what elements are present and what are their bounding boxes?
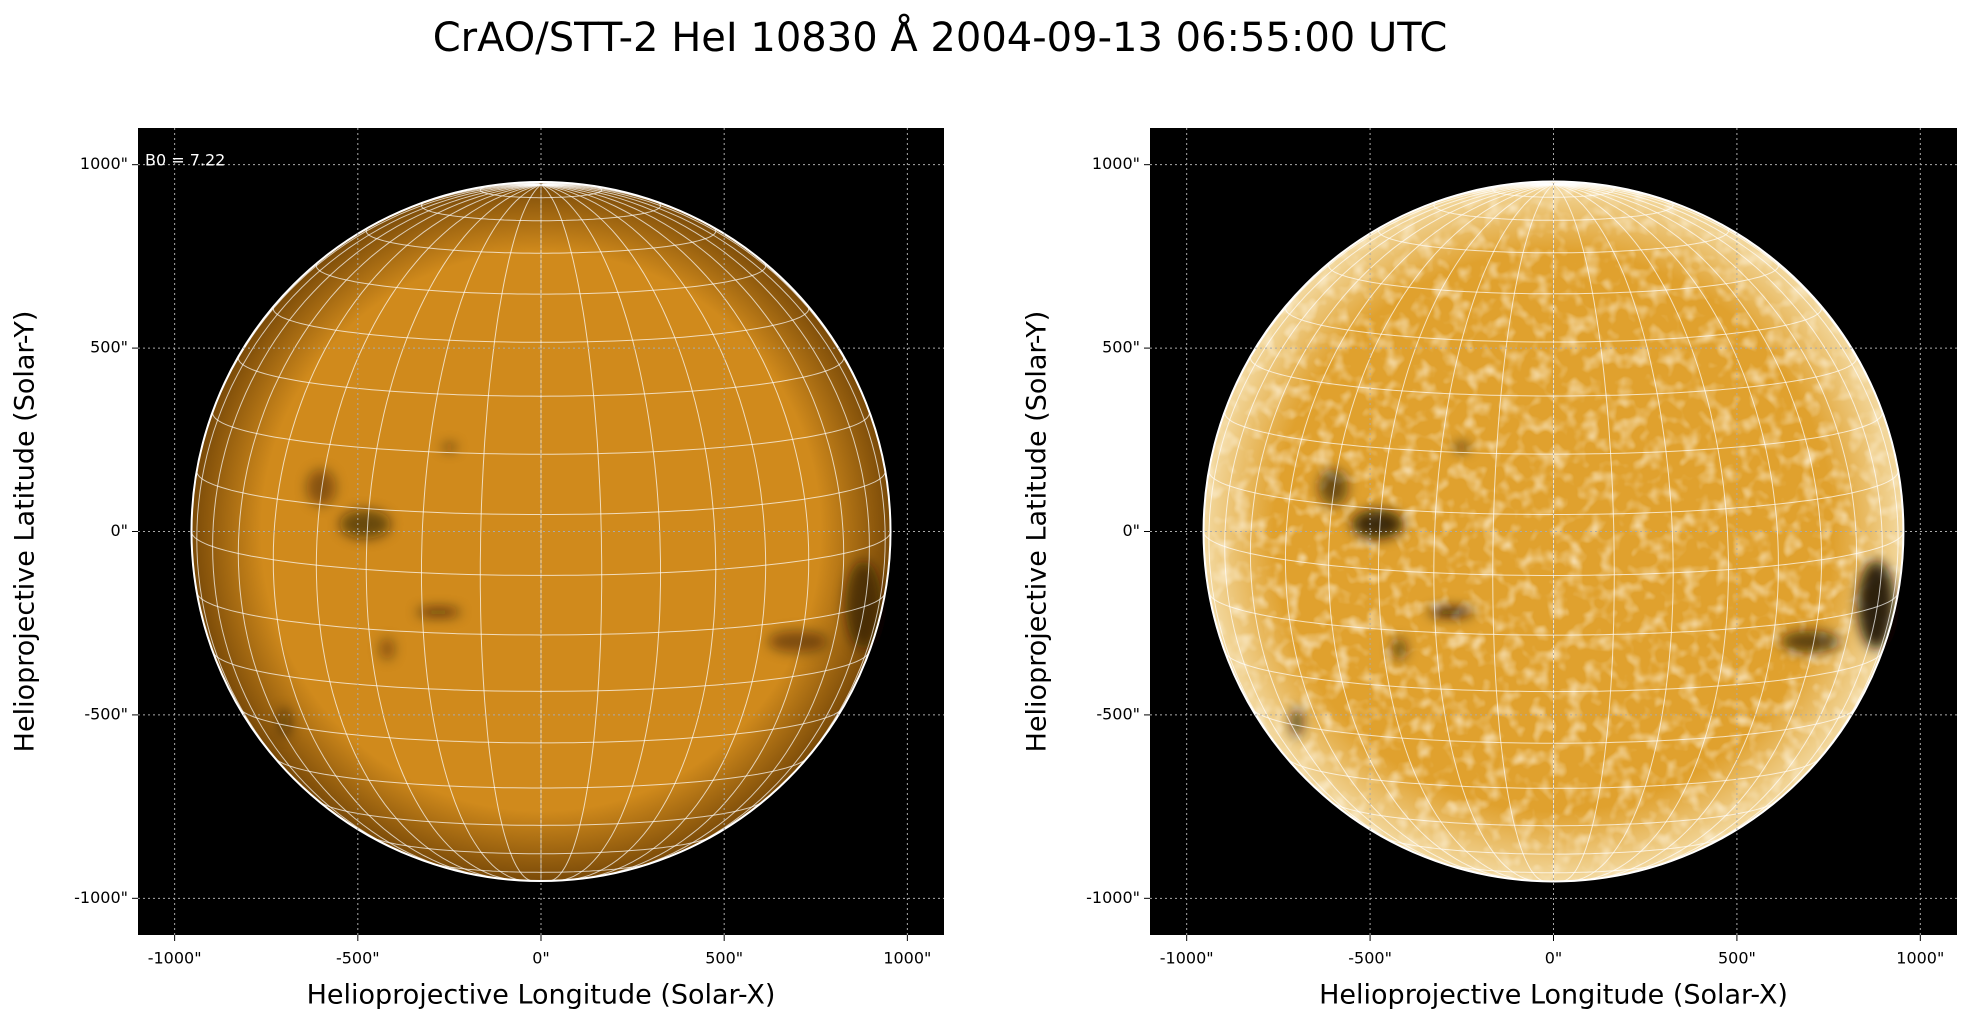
y-tick-label: 500" [90, 338, 128, 357]
heliographic-grid [1433, 183, 1554, 882]
x-tick-label: 1000" [883, 949, 931, 968]
heliographic-grid [1224, 183, 1554, 860]
axes: -1000" -500" 0" 500" 1000" -1000" -500" 0" 500" 1… [1022, 128, 1957, 1011]
heliographic-grid [479, 184, 603, 199]
heliographic-grid [479, 184, 542, 882]
heliographic-grid [1331, 801, 1776, 827]
x-axis-label: Helioprojective Longitude (Solar-X) [1319, 980, 1788, 1011]
y-tick-label: -500" [1096, 704, 1140, 723]
heliographic-grid [239, 708, 843, 744]
filament [768, 630, 827, 653]
x-tick-label: 1000" [1896, 949, 1944, 968]
heliographic-grid [1225, 652, 1882, 693]
filament [1780, 630, 1840, 653]
heliographic-grid [540, 184, 661, 882]
filament [416, 607, 461, 617]
filament [339, 509, 391, 539]
x-tick-label: -1000" [148, 949, 202, 968]
filament [1291, 707, 1303, 737]
filament [1428, 607, 1473, 617]
filament [442, 443, 457, 451]
filament [279, 707, 291, 737]
x-tick-label: -1000" [1160, 949, 1214, 968]
heliographic-grid [540, 184, 767, 880]
limb [1202, 180, 1905, 883]
heliographic-grid [540, 184, 886, 810]
heliographic-grid [1553, 183, 1899, 811]
heliographic-grid [1442, 862, 1665, 874]
heliographic-grid [1377, 225, 1730, 254]
y-tick-label: -500" [84, 704, 128, 723]
heliographic-grid [191, 531, 891, 576]
heliographic-grid [1553, 183, 1615, 882]
x-tick-label: -500" [336, 949, 380, 968]
heliographic-grid [319, 801, 763, 826]
heliographic-grid [1553, 183, 1730, 881]
plot-area [1150, 128, 1957, 935]
heliographic-grid [212, 184, 542, 860]
filament [1392, 637, 1407, 660]
annotation: B0 = 7.22 [145, 151, 225, 170]
heliographic-grid [421, 200, 661, 222]
y-tick-label: 1000" [1092, 154, 1140, 173]
heliographic-grid [1328, 183, 1554, 880]
figure-title: CrAO/STT-2 HeI 10830 Å 2004-09-13 06:55:… [433, 13, 1448, 61]
y-axis-label: Helioprojective Latitude (Solar-Y) [1022, 311, 1053, 753]
heliographic-grid [196, 184, 542, 810]
limb [190, 180, 892, 883]
y-tick-label: -1000" [74, 888, 128, 907]
dark-features [279, 443, 882, 737]
heliographic-grid [1377, 183, 1554, 881]
heliographic-grid [1203, 531, 1904, 576]
heliographic-grid [540, 184, 717, 881]
heliographic-grid [1208, 593, 1899, 636]
x-tick-label: 0" [532, 949, 550, 968]
x-tick-label: 500" [705, 949, 743, 968]
heliographic-grid [315, 184, 542, 880]
heliographic-grid [1208, 183, 1554, 811]
filament [845, 560, 882, 649]
y-tick-label: 500" [1102, 338, 1140, 357]
x-axis-label: Helioprojective Longitude (Solar-X) [307, 980, 776, 1011]
heliographic-grid [540, 184, 603, 882]
heliographic-grid [365, 184, 542, 881]
y-axis-label: Helioprojective Latitude (Solar-Y) [10, 311, 41, 753]
heliographic-grid [1284, 304, 1823, 343]
heliographic-grid [1433, 199, 1674, 221]
heliographic-grid [1553, 183, 1858, 872]
y-tick-label: -1000" [1086, 888, 1140, 907]
filament [1857, 560, 1895, 649]
heliographic-grid [421, 184, 542, 882]
heliographic-grid [237, 184, 542, 872]
filament [1351, 509, 1404, 539]
heliographic-grid [430, 862, 652, 873]
heliographic-grid [1492, 183, 1615, 198]
heliographic-grid [1249, 183, 1554, 872]
heliographic-grid [1492, 183, 1554, 882]
heliographic-grid [1249, 355, 1858, 397]
plot-area [138, 128, 944, 935]
axes: -1000" -500" 0" 500" 1000" -1000" -500" 0" 500" 1… [10, 128, 944, 1011]
x-tick-label: 500" [1718, 949, 1756, 968]
heliographic-grid [540, 184, 870, 860]
filament [379, 637, 395, 660]
heliographic-grid [1553, 183, 1779, 880]
x-tick-label: -500" [1348, 949, 1392, 968]
heliographic-grid [212, 652, 870, 692]
y-tick-label: 0" [110, 521, 128, 540]
x-tick-label: 0" [1545, 949, 1563, 968]
heliographic-grid [272, 304, 810, 343]
y-tick-label: 1000" [80, 154, 128, 173]
y-tick-label: 0" [1122, 521, 1140, 540]
filament [1318, 469, 1349, 506]
heliographic-grid [540, 184, 845, 872]
heliographic-grid [237, 355, 845, 397]
heliographic-grid [1553, 183, 1883, 860]
heliographic-grid [1553, 183, 1674, 882]
filament [306, 469, 336, 506]
filament [1454, 443, 1470, 451]
